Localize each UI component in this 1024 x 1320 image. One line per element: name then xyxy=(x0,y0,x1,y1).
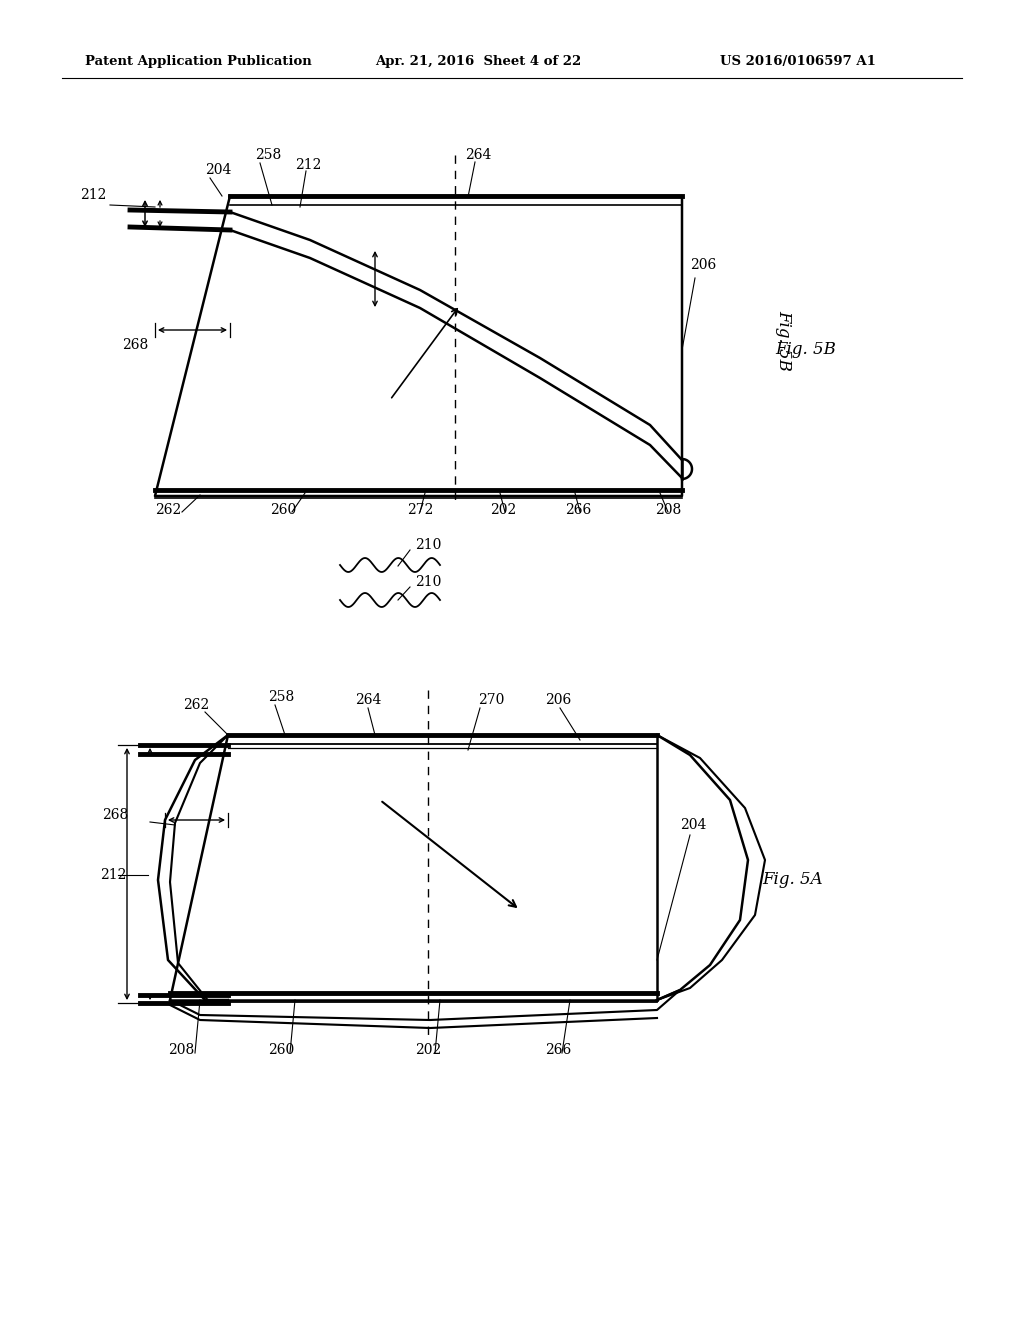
Text: Fig. 5B: Fig. 5B xyxy=(775,310,792,371)
Text: Fig. 5A: Fig. 5A xyxy=(762,871,822,888)
Text: 210: 210 xyxy=(415,539,441,552)
Text: 258: 258 xyxy=(268,690,294,704)
Text: 264: 264 xyxy=(465,148,492,162)
Text: US 2016/0106597 A1: US 2016/0106597 A1 xyxy=(720,55,876,69)
Text: 212: 212 xyxy=(80,187,106,202)
Text: 204: 204 xyxy=(205,162,231,177)
Text: Fig. 5B: Fig. 5B xyxy=(775,342,836,359)
Text: 202: 202 xyxy=(490,503,516,517)
Text: 272: 272 xyxy=(407,503,433,517)
Text: 260: 260 xyxy=(268,1043,294,1057)
Text: 212: 212 xyxy=(295,158,322,172)
Text: 202: 202 xyxy=(415,1043,441,1057)
Text: 204: 204 xyxy=(680,818,707,832)
Text: 210: 210 xyxy=(415,576,441,589)
Text: 266: 266 xyxy=(545,1043,571,1057)
Text: 264: 264 xyxy=(355,693,381,708)
Text: 268: 268 xyxy=(101,808,128,822)
Text: 262: 262 xyxy=(155,503,181,517)
Text: Apr. 21, 2016  Sheet 4 of 22: Apr. 21, 2016 Sheet 4 of 22 xyxy=(375,55,582,69)
Text: 208: 208 xyxy=(655,503,681,517)
Text: 270: 270 xyxy=(478,693,505,708)
Text: 206: 206 xyxy=(690,257,716,272)
Text: 208: 208 xyxy=(168,1043,195,1057)
Text: 262: 262 xyxy=(183,698,209,711)
Text: 212: 212 xyxy=(100,869,126,882)
Text: Patent Application Publication: Patent Application Publication xyxy=(85,55,311,69)
Text: 258: 258 xyxy=(255,148,282,162)
Text: 268: 268 xyxy=(122,338,148,352)
Text: 260: 260 xyxy=(270,503,296,517)
Text: 206: 206 xyxy=(545,693,571,708)
Text: 266: 266 xyxy=(565,503,591,517)
